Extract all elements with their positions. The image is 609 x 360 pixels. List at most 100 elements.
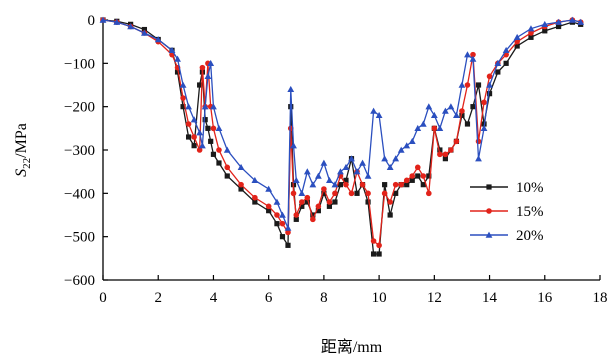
data-point — [448, 147, 454, 153]
data-point — [486, 91, 493, 97]
y-tick-label: −600 — [64, 273, 95, 289]
data-point — [475, 155, 482, 162]
data-point — [279, 234, 286, 240]
data-point — [342, 163, 350, 171]
data-point — [464, 51, 471, 58]
data-point — [216, 147, 222, 153]
data-point — [382, 182, 388, 188]
legend-marker — [486, 184, 492, 190]
data-point — [528, 30, 534, 36]
data-point — [332, 199, 338, 205]
data-point — [154, 36, 162, 43]
legend-marker — [486, 208, 492, 214]
data-point — [447, 103, 455, 110]
y-tick-label: 0 — [88, 13, 96, 29]
y-tick-label: −400 — [64, 186, 95, 202]
x-tick-label: 0 — [99, 290, 107, 306]
data-point — [315, 203, 322, 210]
data-point — [442, 156, 448, 162]
data-point — [303, 168, 311, 175]
data-point — [190, 116, 198, 123]
data-point — [397, 146, 405, 153]
data-point — [528, 34, 534, 40]
data-point — [370, 107, 377, 114]
y-tick-label: −200 — [64, 100, 95, 116]
data-point — [514, 43, 520, 49]
data-point — [470, 104, 476, 110]
data-point — [207, 59, 215, 67]
data-point — [453, 138, 460, 145]
data-point — [113, 18, 121, 25]
data-point — [475, 138, 482, 145]
data-point — [274, 221, 280, 227]
ticks: 0 2 4 6 8 10 12 14 16 18 0 −100 −200 −300 −400 −500 −600 — [64, 13, 607, 306]
data-point — [204, 72, 212, 80]
data-point — [486, 81, 493, 88]
data-point — [252, 194, 258, 201]
data-point — [426, 190, 432, 197]
legend: 10% 15% 20% — [470, 180, 544, 244]
y-axis-title-base: S — [13, 169, 30, 177]
data-point — [210, 151, 217, 157]
data-point — [238, 181, 244, 188]
data-point — [238, 186, 244, 192]
data-point — [310, 212, 316, 218]
y-axis-title-subscript: 22 — [21, 158, 33, 169]
data-point — [299, 199, 305, 205]
data-point — [205, 125, 211, 131]
x-tick-label: 6 — [265, 290, 273, 306]
x-tick-label: 16 — [537, 290, 553, 306]
legend-item: 20% — [470, 228, 544, 244]
data-point — [215, 124, 223, 132]
data-point — [337, 168, 344, 175]
legend-item: 15% — [470, 204, 544, 220]
data-point — [285, 229, 291, 236]
data-point — [453, 111, 460, 119]
data-point — [337, 182, 344, 188]
data-point — [191, 134, 197, 140]
data-point — [376, 251, 382, 257]
series-20% — [99, 16, 585, 231]
data-point — [180, 104, 186, 110]
x-tick-label: 8 — [320, 290, 328, 306]
data-point — [287, 85, 295, 93]
data-point — [174, 69, 181, 75]
data-point — [494, 59, 502, 67]
x-tick-label: 18 — [593, 290, 608, 306]
data-point — [279, 211, 286, 218]
y-axis-title-unit: /MPa — [13, 123, 30, 158]
data-point — [480, 124, 488, 132]
data-point — [210, 125, 217, 132]
data-point — [284, 224, 292, 231]
data-point — [459, 112, 465, 118]
data-point — [555, 23, 562, 30]
x-axis-title: 距离/mm — [321, 338, 383, 356]
data-point — [408, 137, 416, 145]
data-point — [359, 159, 366, 166]
data-point — [415, 173, 421, 179]
data-point — [99, 16, 107, 23]
data-point — [237, 163, 245, 171]
data-point — [420, 182, 426, 188]
data-point — [403, 142, 411, 149]
data-point — [304, 199, 310, 205]
y-axis-title: S22/MPa — [13, 123, 33, 177]
data-point — [464, 82, 471, 88]
y-tick-label: −300 — [64, 143, 95, 159]
data-point — [398, 181, 405, 188]
data-point — [459, 108, 465, 114]
data-point — [304, 194, 311, 201]
data-point — [430, 111, 438, 119]
data-point — [387, 212, 393, 218]
data-point — [202, 117, 208, 123]
data-point — [224, 164, 231, 171]
data-point — [353, 168, 361, 175]
data-point — [196, 129, 204, 136]
data-point — [191, 143, 197, 149]
data-point — [420, 173, 427, 179]
data-point — [326, 203, 333, 209]
legend-marker — [485, 231, 493, 238]
data-point — [419, 120, 427, 127]
data-point — [174, 55, 181, 62]
